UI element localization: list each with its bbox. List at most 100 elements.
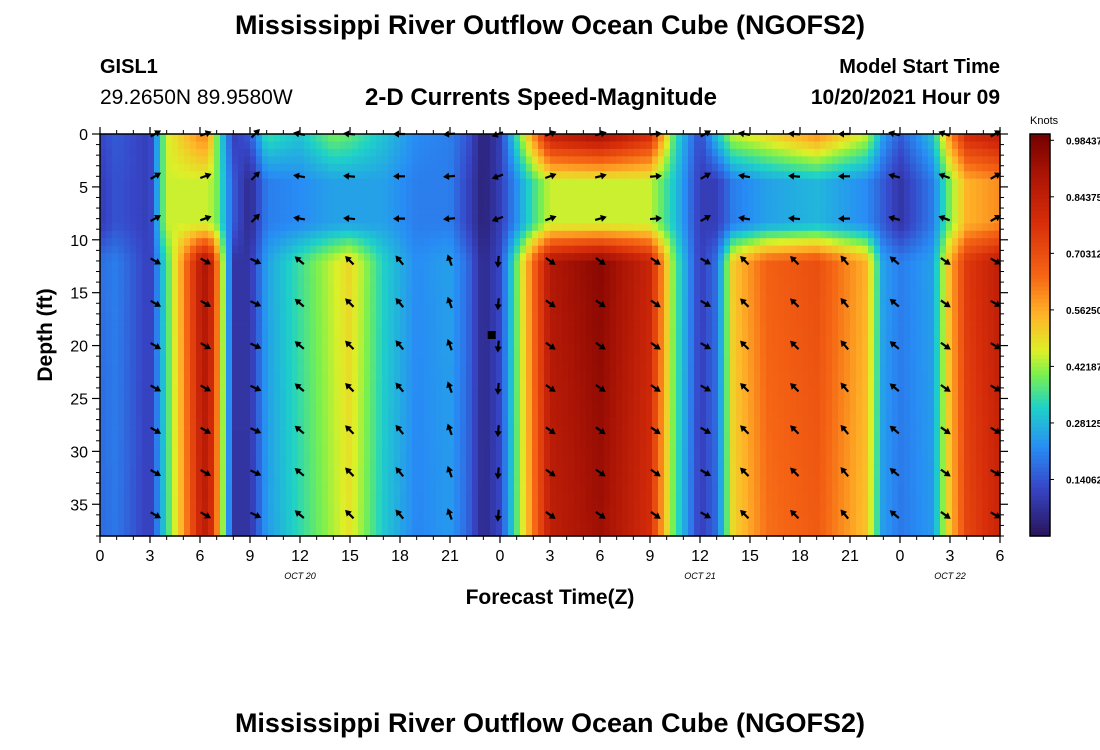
heat-cell xyxy=(502,305,509,314)
heat-cell xyxy=(262,312,269,321)
heat-cell xyxy=(226,335,233,344)
heat-cell xyxy=(316,193,323,202)
heat-cell xyxy=(208,491,215,500)
heat-cell xyxy=(274,282,281,291)
heat-cell xyxy=(520,513,527,522)
heat-cell xyxy=(334,409,341,418)
heat-cell xyxy=(262,223,269,232)
heat-cell xyxy=(256,275,263,284)
heat-cell xyxy=(538,521,545,530)
heat-cell xyxy=(424,387,431,396)
heat-cell xyxy=(124,454,131,463)
heat-cell xyxy=(424,372,431,381)
heat-cell xyxy=(442,268,449,277)
heat-cell xyxy=(490,305,497,314)
heat-cell xyxy=(352,424,359,433)
heat-cell xyxy=(172,498,179,507)
heat-cell xyxy=(550,156,557,165)
heat-cell xyxy=(472,193,479,202)
heat-cell xyxy=(220,498,227,507)
heat-cell xyxy=(184,469,191,478)
heat-cell xyxy=(646,260,653,269)
heat-cell xyxy=(136,461,143,470)
heat-cell xyxy=(268,498,275,507)
heat-cell xyxy=(280,402,287,411)
heat-cell xyxy=(208,431,215,440)
heat-cell xyxy=(202,372,209,381)
heat-cell xyxy=(322,357,329,366)
heat-cell xyxy=(196,156,203,165)
heat-cell xyxy=(616,372,623,381)
heat-cell xyxy=(298,335,305,344)
heat-cell xyxy=(472,186,479,195)
heat-cell xyxy=(280,483,287,492)
heat-cell xyxy=(142,357,149,366)
heat-cell xyxy=(220,178,227,187)
heat-cell xyxy=(274,268,281,277)
heat-cell xyxy=(514,483,521,492)
heat-cell xyxy=(304,506,311,515)
heat-cell xyxy=(364,275,371,284)
heat-cell xyxy=(502,476,509,485)
heat-cell xyxy=(640,439,647,448)
heat-cell xyxy=(556,476,563,485)
heat-cell xyxy=(580,454,587,463)
heat-cell xyxy=(490,320,497,329)
heat-cell xyxy=(628,349,635,358)
heat-cell xyxy=(256,439,263,448)
heat-cell xyxy=(646,275,653,284)
heat-cell xyxy=(118,201,125,210)
heat-cell xyxy=(202,275,209,284)
heat-cell xyxy=(478,372,485,381)
heat-cell xyxy=(190,268,197,277)
heat-cell xyxy=(604,483,611,492)
heat-cell xyxy=(628,253,635,262)
heat-cell xyxy=(340,163,347,172)
heat-cell xyxy=(466,424,473,433)
heat-cell xyxy=(424,483,431,492)
heat-cell xyxy=(304,416,311,425)
heat-cell xyxy=(208,148,215,157)
heat-cell xyxy=(412,528,419,537)
heat-cell xyxy=(418,282,425,291)
heat-cell xyxy=(652,253,659,262)
heat-cell xyxy=(304,156,311,165)
heat-cell xyxy=(436,171,443,180)
heat-cell xyxy=(214,357,221,366)
heat-cell xyxy=(154,327,161,336)
heat-cell xyxy=(304,312,311,321)
heat-cell xyxy=(172,141,179,150)
heat-cell xyxy=(202,402,209,411)
heat-cell xyxy=(490,379,497,388)
heat-cell xyxy=(640,238,647,247)
heat-cell xyxy=(124,201,131,210)
heat-cell xyxy=(508,260,515,269)
heat-cell xyxy=(244,208,251,217)
heat-cell xyxy=(406,416,413,425)
heat-cell xyxy=(268,454,275,463)
heat-cell xyxy=(226,513,233,522)
heat-cell xyxy=(628,290,635,299)
heat-cell xyxy=(154,357,161,366)
heat-cell xyxy=(262,424,269,433)
heat-cell xyxy=(106,297,113,306)
heat-cell xyxy=(112,483,119,492)
heat-cell xyxy=(100,178,107,187)
heat-cell xyxy=(568,521,575,530)
heat-cell xyxy=(646,312,653,321)
heat-cell xyxy=(382,148,389,157)
heat-cell xyxy=(472,148,479,157)
heat-cell xyxy=(274,469,281,478)
heat-cell xyxy=(598,268,605,277)
heat-cell xyxy=(376,148,383,157)
heat-cell xyxy=(640,342,647,351)
heat-cell xyxy=(304,439,311,448)
heat-cell xyxy=(412,320,419,329)
heat-cell xyxy=(628,215,635,224)
heat-cell xyxy=(274,521,281,530)
heat-cell xyxy=(418,312,425,321)
heat-cell xyxy=(460,424,467,433)
heat-cell xyxy=(448,372,455,381)
heat-cell xyxy=(274,431,281,440)
heat-cell xyxy=(610,238,617,247)
